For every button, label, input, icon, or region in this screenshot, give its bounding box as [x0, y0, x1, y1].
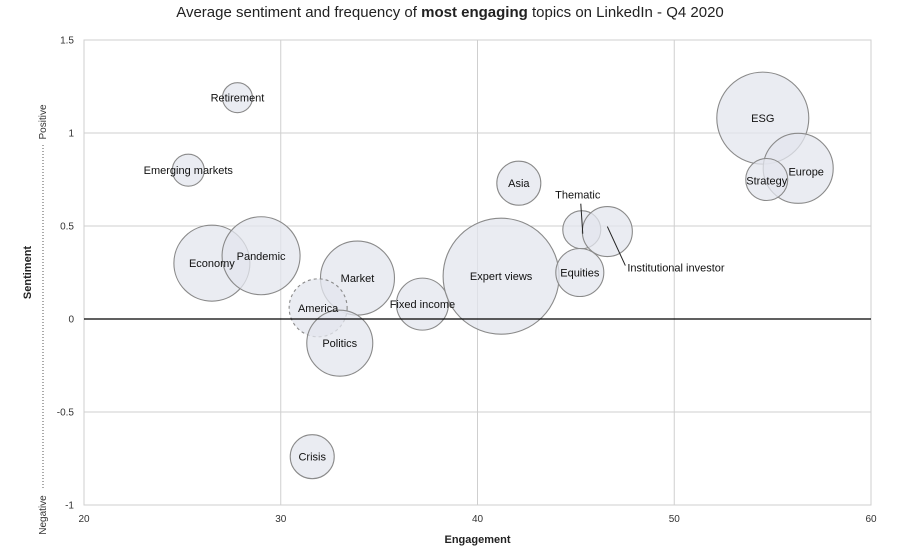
bubbles [171, 71, 834, 480]
y-tick-label: -1 [65, 501, 74, 512]
y-tick-label: 1 [68, 129, 74, 140]
bubble-asia [496, 160, 542, 206]
leader-line-thematic [580, 203, 584, 234]
chart-title: Average sentiment and frequency of most … [176, 4, 724, 21]
y-tick-label: 0.5 [60, 222, 74, 233]
y-negative-label: Negative [38, 495, 49, 535]
x-tick-label: 50 [669, 514, 681, 525]
bubble-label-pandemic: Pandemic [237, 251, 286, 263]
y-tick-label: 0 [68, 315, 74, 326]
bubble-label-equities: Equities [560, 268, 600, 280]
bubble-institutional-investor [581, 206, 633, 258]
x-tick-label: 60 [865, 514, 877, 525]
bubble-label-thematic: Thematic [555, 190, 601, 202]
bubble-strategy [745, 157, 789, 202]
bubble-politics [306, 309, 374, 377]
bubble-label-emerging-markets: Emerging markets [144, 165, 234, 177]
bubble-label-market: Market [341, 273, 375, 285]
bubble-label-asia: Asia [508, 178, 530, 190]
y-positive-label: Positive [38, 104, 49, 139]
bubble-label-strategy: Strategy [746, 176, 787, 188]
bubble-label-europe: Europe [788, 166, 823, 178]
x-tick-label: 20 [78, 514, 90, 525]
bubble-label-institutional-investor: Institutional investor [627, 263, 725, 275]
x-tick-label: 40 [472, 514, 484, 525]
bubble-label-america: America [298, 303, 339, 315]
y-tick-label: 1.5 [60, 36, 74, 47]
bubble-crisis [289, 434, 335, 480]
bubble-label-expert-views: Expert views [470, 271, 533, 283]
bubble-fixed-income [395, 277, 449, 331]
bubble-label-economy: Economy [189, 258, 235, 270]
bubble-label-politics: Politics [322, 338, 357, 350]
bubble-label-crisis: Crisis [298, 452, 326, 464]
y-axis-title: Sentiment [22, 246, 34, 300]
axes: 20 30 40 50 60 -1 -0.5 0 0.5 1 1.5 [57, 36, 877, 526]
bubble-equities [555, 247, 605, 298]
bubble-label-fixed-income: Fixed income [390, 299, 455, 311]
bubble-labels: Retirement Emerging markets EconomyPandemi… [144, 93, 824, 464]
bubble-label-retirement: Retirement [211, 93, 265, 105]
leader-line-institutional [606, 226, 626, 266]
x-axis-title: Engagement [444, 534, 510, 546]
bubble-retirement [221, 82, 254, 114]
bubble-pandemic [221, 216, 301, 296]
y-tick-label: -0.5 [57, 408, 75, 419]
bubble-emerging-markets [171, 153, 205, 187]
bubble-label-esg: ESG [751, 113, 774, 125]
chart-title-emphasis: most engaging [421, 4, 528, 21]
x-tick-label: 30 [275, 514, 287, 525]
